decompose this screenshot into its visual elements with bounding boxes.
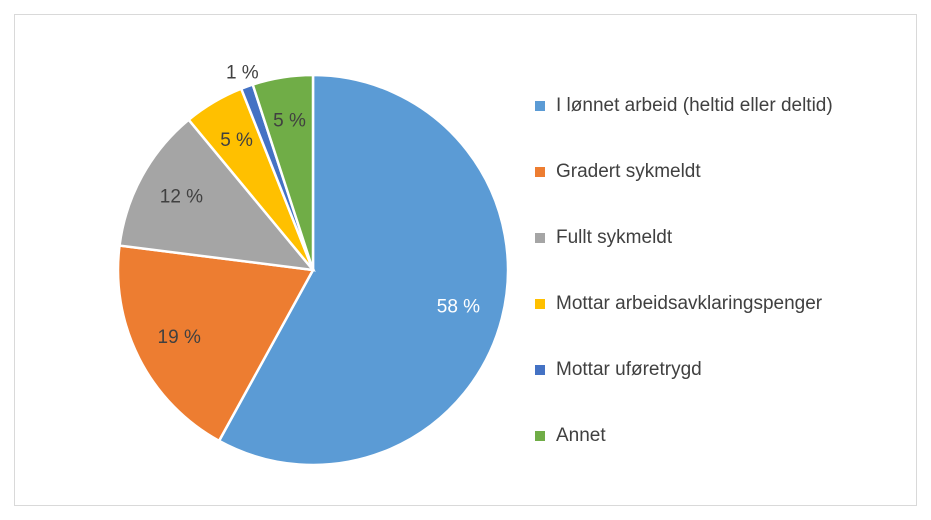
data-label: 5 % <box>220 130 253 151</box>
data-label: 19 % <box>158 327 201 348</box>
legend-swatch <box>535 365 545 375</box>
legend-label: I lønnet arbeid (heltid eller deltid) <box>556 95 833 116</box>
legend-label: Mottar arbeidsavklaringspenger <box>556 293 823 314</box>
legend-swatch <box>535 167 545 177</box>
pie-slice <box>116 244 315 443</box>
pie-slice <box>217 73 510 467</box>
pie-slice <box>251 73 315 271</box>
data-label: 1 % <box>226 63 259 84</box>
legend-label: Gradert sykmeldt <box>556 161 701 182</box>
legend-label: Fullt sykmeldt <box>556 227 673 248</box>
data-label: 5 % <box>273 111 306 132</box>
pie-slice <box>118 117 316 272</box>
legend-label: Mottar uføretrygd <box>556 359 702 380</box>
legend-swatch <box>535 101 545 111</box>
legend-swatch <box>535 233 545 243</box>
legend-label: Annet <box>556 425 606 446</box>
legend-swatch <box>535 299 545 309</box>
data-label: 12 % <box>160 187 203 208</box>
data-label: 58 % <box>437 296 480 317</box>
legend-swatch <box>535 431 545 441</box>
